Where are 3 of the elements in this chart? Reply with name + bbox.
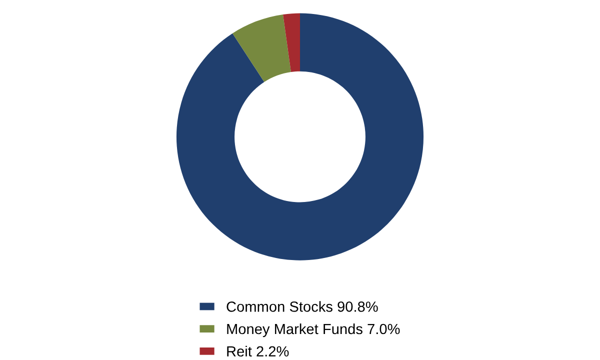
legend-label: Money Market Funds 7.0% — [227, 323, 400, 338]
legend-label: Reit 2.2% — [227, 346, 289, 357]
legend-label: Common Stocks 90.8% — [226, 301, 378, 312]
